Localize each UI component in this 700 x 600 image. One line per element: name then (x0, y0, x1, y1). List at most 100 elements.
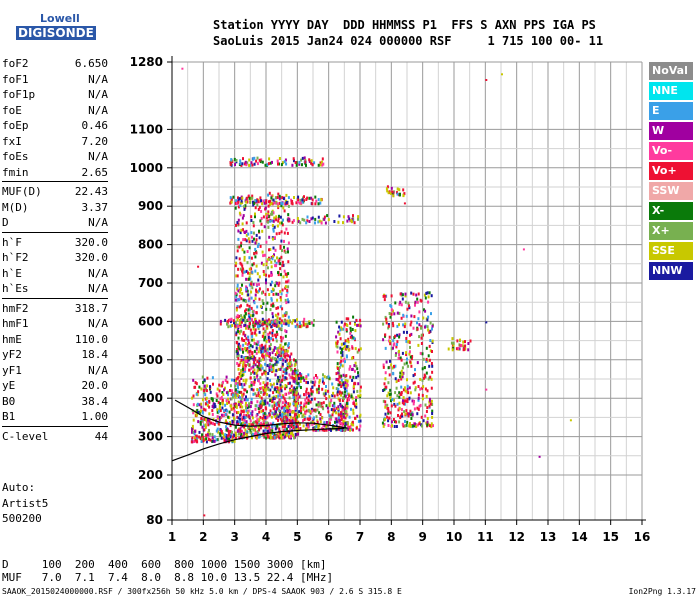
echo-point (261, 417, 264, 420)
echo-point (296, 422, 299, 426)
echo-point (264, 163, 267, 167)
echo-point (252, 327, 255, 331)
echo-point (209, 385, 211, 389)
echo-point (267, 318, 270, 322)
echo-point (237, 347, 240, 351)
echo-point (390, 399, 392, 403)
param-row: foF2 6.650 (2, 56, 108, 72)
echo-point (350, 427, 353, 431)
echo-point (384, 405, 387, 409)
echo-point (239, 344, 242, 348)
echo-point (281, 249, 283, 252)
echo-point (207, 434, 210, 438)
echo-point (268, 274, 270, 278)
echo-point (404, 294, 407, 298)
echo-point (225, 434, 228, 437)
echo-point (258, 361, 260, 365)
echo-point (404, 424, 407, 428)
echo-point (281, 425, 284, 429)
echo-point (313, 416, 315, 420)
echo-point (419, 403, 422, 407)
echo-point (211, 436, 214, 440)
echo-point (214, 405, 217, 409)
echo-point (255, 431, 258, 435)
echo-point (276, 333, 279, 337)
param-value: N/A (88, 282, 108, 295)
echo-point (318, 379, 321, 382)
echo-point (204, 425, 207, 429)
echo-point (289, 415, 292, 419)
echo-point (221, 398, 224, 402)
echo-point (255, 320, 257, 324)
echo-point (212, 382, 214, 386)
echo-point (299, 372, 301, 376)
param-row: hmE 110.0 (2, 332, 108, 348)
echo-point (248, 163, 251, 167)
echo-point (207, 423, 210, 427)
echo-point (307, 401, 310, 405)
echo-point (233, 416, 235, 420)
echo-point (389, 342, 392, 346)
echo-point (295, 418, 297, 422)
echo-point (261, 311, 264, 315)
echo-point (216, 415, 219, 419)
echo-point (211, 376, 214, 380)
echo-point (264, 344, 267, 348)
echo-point (314, 428, 317, 432)
param-row: fxI 7.20 (2, 134, 108, 150)
echo-point (350, 220, 353, 224)
echo-point (250, 161, 253, 165)
echo-point (301, 156, 304, 160)
echo-point (252, 362, 255, 366)
echo-point (258, 357, 261, 361)
echo-point (235, 382, 238, 385)
echo-point (337, 330, 340, 334)
echo-point (245, 239, 248, 243)
echo-point (256, 305, 259, 309)
echo-point (271, 280, 273, 284)
echo-point (423, 373, 426, 377)
echo-point (359, 424, 362, 428)
echo-point (284, 376, 287, 380)
echo-point (320, 160, 323, 164)
echo-point (293, 159, 295, 163)
echo-point (241, 264, 244, 268)
echo-point (395, 345, 398, 349)
echo-point (288, 418, 291, 422)
echo-point (237, 403, 240, 407)
echo-point (271, 411, 274, 415)
echo-point (295, 380, 298, 384)
echo-point (248, 307, 251, 311)
echo-point (241, 385, 244, 389)
echo-point (357, 371, 359, 375)
echo-point (244, 346, 247, 350)
echo-point (351, 356, 354, 360)
echo-point (244, 388, 247, 392)
echo-point (246, 324, 249, 328)
echo-point (247, 409, 250, 413)
echo-point (274, 196, 277, 200)
echo-point (219, 433, 222, 437)
echo-point (325, 404, 328, 408)
echo-point (271, 257, 274, 261)
echo-point (308, 417, 311, 421)
echo-point (228, 318, 231, 322)
echo-point (235, 306, 238, 310)
echo-point (313, 161, 316, 165)
echo-point (340, 421, 343, 425)
echo-point (271, 404, 274, 408)
echo-point (193, 432, 196, 436)
echo-point (256, 360, 259, 364)
echo-point (239, 213, 242, 217)
echo-point (272, 237, 274, 241)
echo-point (308, 392, 311, 396)
echo-point (238, 331, 241, 335)
echo-point (402, 188, 405, 192)
echo-point (336, 341, 339, 345)
echo-point (269, 308, 272, 312)
echo-point (243, 339, 246, 342)
echo-point (234, 324, 237, 328)
echo-point (392, 346, 394, 350)
echo-point (227, 325, 230, 329)
